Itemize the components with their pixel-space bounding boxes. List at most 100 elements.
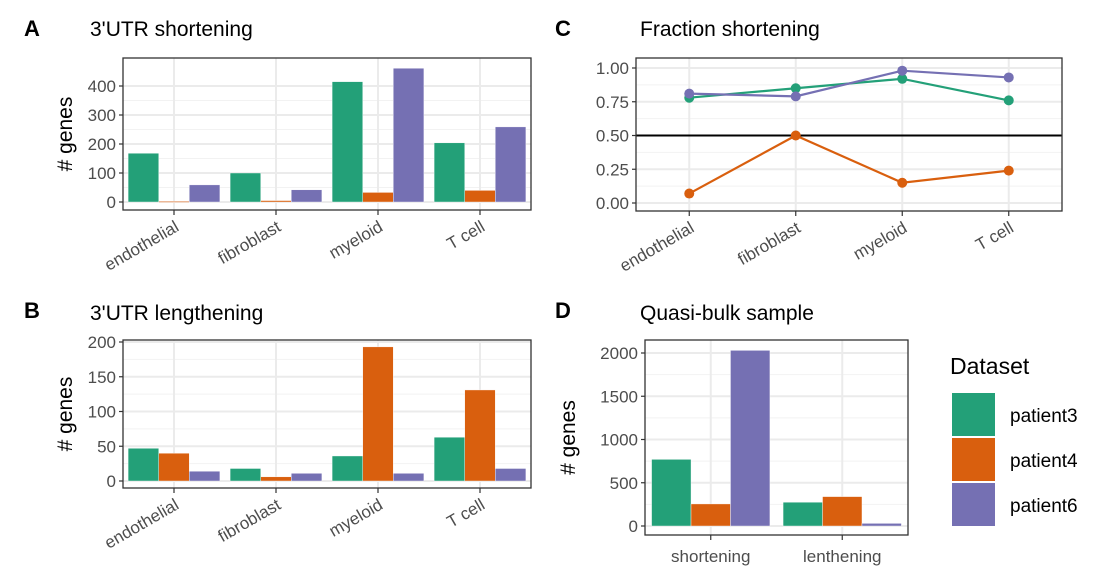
- panel-c-ytick-label: 0.00: [596, 194, 629, 213]
- panel-b-ytick-label: 50: [97, 437, 116, 456]
- panel-b-plot-border: [122, 339, 532, 489]
- panel-d-bar-patient6: [730, 350, 771, 527]
- panel-b-xtick-label: endothelial: [101, 495, 182, 553]
- panel-a-bar-patient4: [362, 192, 394, 203]
- panel-a-xtick-label: fibroblast: [215, 217, 284, 268]
- panel-c-ytick-label: 0.50: [596, 127, 629, 146]
- panel-c-point-patient6: [684, 88, 695, 99]
- panel-d-title: Quasi-bulk sample: [640, 302, 814, 325]
- panel-c-title: Fraction shortening: [640, 18, 820, 41]
- panel-b-xtick-label: myeloid: [326, 495, 386, 541]
- panel-b-bar-patient3: [331, 455, 363, 482]
- panel-c-ytick-label: 0.75: [596, 93, 629, 112]
- panel-d-ytick-label: 500: [610, 474, 638, 493]
- panel-d-bar-patient3: [782, 502, 823, 527]
- panel-a-ytick-label: 0: [107, 193, 116, 212]
- panel-d-plot-border: [644, 339, 909, 536]
- panel-a-bar-patient6: [495, 126, 527, 203]
- panel-c-plot-border: [635, 57, 1063, 212]
- panel-d-ytick-label: 0: [629, 517, 638, 536]
- panel-c-point-patient3: [790, 83, 801, 94]
- panel-b-ytick-label: 100: [88, 403, 116, 422]
- panel-c-ytick-label: 1.00: [596, 59, 629, 78]
- panel-label-b: B: [24, 298, 40, 323]
- legend-key-patient3: [952, 393, 995, 436]
- panel-c-point-patient6: [897, 65, 908, 76]
- panel-a-bar-patient6: [189, 184, 221, 203]
- panel-a-bar-patient3: [331, 81, 363, 203]
- panel-b-xtick-label: fibroblast: [215, 495, 284, 546]
- panel-a-xtick-label: T cell: [444, 217, 488, 254]
- panel-b-bar-patient6: [189, 471, 221, 482]
- panel-c-xtick-label: myeloid: [850, 218, 910, 264]
- panel-a-xtick-label: endothelial: [101, 217, 182, 275]
- panel-d-bar-patient4: [690, 503, 731, 527]
- legend-title: Dataset: [950, 353, 1030, 379]
- panel-b-bar-patient6: [291, 473, 323, 482]
- panel-c-ytick-label: 0.25: [596, 160, 629, 179]
- panel-a-bar-patient3: [127, 153, 159, 203]
- panel-d-xtick-label: shortening: [671, 547, 750, 566]
- panel-b-title: 3'UTR lengthening: [90, 302, 264, 325]
- panel-a-bar-patient4: [158, 201, 190, 203]
- panel-c-point-patient4: [790, 130, 801, 141]
- panel-a-ytick-label: 100: [88, 164, 116, 183]
- panel-b-xtick-label: T cell: [444, 495, 488, 532]
- panel-c-point-patient3: [897, 73, 908, 84]
- panel-b-ytick-label: 0: [107, 472, 116, 491]
- panel-c-line-patient3: [689, 77, 1009, 102]
- panel-c-xtick-label: fibroblast: [735, 218, 804, 269]
- panel-c-point-patient4: [897, 177, 908, 188]
- panel-label-a: A: [24, 16, 40, 41]
- panel-c-point-patient3: [1003, 95, 1014, 106]
- panel-b-bar-patient4: [158, 453, 190, 482]
- panel-b-ylabel: # genes: [54, 377, 77, 452]
- panel-b-bar-patient3: [229, 468, 261, 482]
- legend-label-patient3: patient3: [1010, 406, 1078, 427]
- panel-a-ylabel: # genes: [54, 97, 77, 172]
- panel-c-point-patient4: [684, 188, 695, 199]
- panel-b-bar-patient4: [362, 346, 394, 482]
- legend-key-patient6: [952, 483, 995, 526]
- panel-a-bar-patient4: [260, 200, 292, 203]
- panel-d-ytick-label: 2000: [600, 344, 638, 363]
- panel-label-d: D: [555, 298, 571, 323]
- panel-c-point-patient4: [1003, 165, 1014, 176]
- panel-b-bar-patient3: [127, 448, 159, 482]
- panel-a-title: 3'UTR shortening: [90, 18, 253, 41]
- panel-d-bar-patient6: [861, 523, 902, 527]
- panel-a-bar-patient4: [464, 190, 496, 203]
- panel-b-ytick-label: 150: [88, 368, 116, 387]
- panel-b-bar-patient3: [433, 437, 465, 482]
- panel-d-bar-patient3: [651, 459, 692, 527]
- panel-c-line-patient4: [688, 134, 1009, 195]
- panel-c-point-patient6: [1003, 72, 1014, 83]
- panel-a-ytick-label: 200: [88, 135, 116, 154]
- panel-a-ytick-label: 300: [88, 106, 116, 125]
- panel-a-bar-patient3: [229, 172, 261, 203]
- panel-d-ylabel: # genes: [557, 400, 580, 475]
- panel-c-line-patient6: [689, 69, 1009, 98]
- panel-d-ytick-label: 1000: [600, 431, 638, 450]
- panel-c-xtick-label: endothelial: [617, 218, 698, 276]
- panel-a-bar-patient6: [393, 68, 425, 203]
- panel-a-bar-patient3: [433, 142, 465, 203]
- panel-a-bar-patient6: [291, 189, 323, 203]
- panel-b-bar-patient6: [393, 473, 425, 482]
- panel-b-bar-patient4: [260, 476, 292, 482]
- panel-label-c: C: [555, 16, 571, 41]
- panel-d-bar-patient4: [822, 496, 863, 527]
- legend-label-patient6: patient6: [1010, 496, 1078, 517]
- panel-c-xtick-label: T cell: [972, 218, 1016, 255]
- panel-a-plot-border: [122, 57, 532, 211]
- legend-key-patient4: [952, 438, 995, 481]
- legend-label-patient4: patient4: [1010, 451, 1078, 472]
- panel-b-bar-patient4: [464, 389, 496, 482]
- panel-d-xtick-label: lenthening: [803, 547, 881, 566]
- panel-b-ytick-label: 200: [88, 333, 116, 352]
- panel-d-ytick-label: 1500: [600, 387, 638, 406]
- panel-a-xtick-label: myeloid: [326, 217, 386, 263]
- panel-c-point-patient6: [790, 91, 801, 102]
